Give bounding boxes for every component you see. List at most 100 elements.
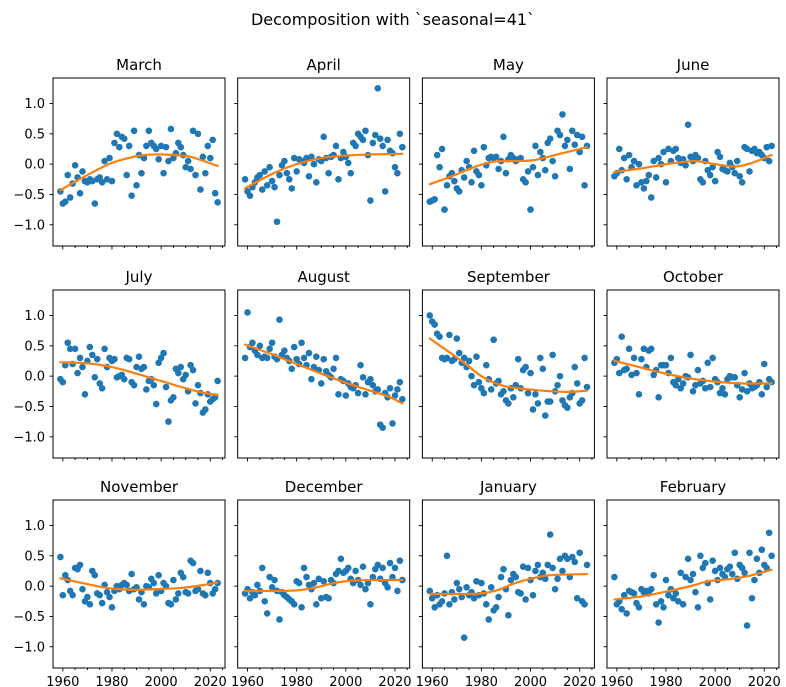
scatter-point <box>751 576 758 584</box>
scatter-point <box>571 558 579 566</box>
scatter-point <box>512 573 520 581</box>
scatter-point <box>544 561 552 569</box>
scatter-point <box>268 584 276 591</box>
scatter-point <box>81 391 89 398</box>
scatter-point <box>106 154 113 162</box>
subplot-june: June <box>603 56 780 250</box>
scatter-point <box>170 394 177 401</box>
scatter-point <box>657 597 665 605</box>
scatter-point <box>310 579 318 587</box>
scatter-point <box>731 374 739 381</box>
scatter-point <box>143 386 150 393</box>
scatter-point <box>116 143 123 151</box>
subplot-january: 1960 1980 2000 2020 January <box>416 478 597 687</box>
scatter-point <box>453 579 461 587</box>
scatter-point <box>549 564 556 572</box>
scatter-point <box>566 165 574 173</box>
scatter-point <box>367 197 374 204</box>
scatter-point <box>455 188 463 195</box>
scatter-point <box>86 601 94 608</box>
scatter-point <box>162 143 170 151</box>
scatter-point <box>332 354 340 362</box>
scatter-point <box>214 377 221 385</box>
scatter-point <box>655 394 662 401</box>
scatter-point <box>482 361 490 369</box>
scatter-point <box>534 561 542 569</box>
scatter-point <box>187 361 194 369</box>
scatter-point <box>709 354 716 362</box>
scatter-point <box>379 564 386 572</box>
scatter-point <box>768 142 775 150</box>
scatter-point <box>650 157 657 165</box>
scatter-point <box>576 549 583 557</box>
scatter-point <box>204 142 212 150</box>
scatter-point <box>108 177 116 185</box>
scatter-point <box>91 571 99 579</box>
scatter-point <box>546 531 554 538</box>
scatter-point <box>157 354 165 362</box>
scatter-point <box>249 339 256 347</box>
scatter-point <box>635 604 643 611</box>
y-tick-label: −1.0 <box>13 430 45 445</box>
scatter-point <box>672 145 680 153</box>
y-tick-label: 0.5 <box>24 339 45 354</box>
scatter-point <box>251 591 259 599</box>
scatter-point <box>261 597 269 605</box>
scatter-point <box>571 141 579 149</box>
scatter-point <box>478 182 485 189</box>
trend-line <box>613 568 773 601</box>
scatter-point <box>502 169 510 177</box>
scatter-point <box>202 169 209 177</box>
y-tick-label: −0.5 <box>13 610 45 625</box>
y-tick-label: −0.5 <box>13 188 45 203</box>
scatter-point <box>130 381 138 389</box>
scatter-point <box>352 567 359 575</box>
scatter-point <box>480 389 488 397</box>
y-tick-label: 0.0 <box>24 580 45 595</box>
scatter-point <box>507 576 515 584</box>
scatter-point <box>573 594 581 602</box>
scatter-point <box>431 195 438 203</box>
scatter-point <box>325 594 332 602</box>
scatter-point <box>123 581 131 589</box>
subplot-title: September <box>467 268 551 286</box>
scatter-point <box>374 561 382 569</box>
scatter-point <box>500 133 507 141</box>
scatter-point <box>436 333 443 341</box>
scatter-point <box>290 601 298 608</box>
scatter-point <box>283 169 291 177</box>
scatter-point <box>310 363 318 371</box>
scatter-point <box>313 353 320 361</box>
scatter-point <box>620 591 628 599</box>
x-tick-label: 2020 <box>748 675 781 687</box>
scatter-point <box>541 166 549 174</box>
x-tick-label: 2000 <box>514 675 547 687</box>
scatter-point <box>150 579 158 587</box>
scatter-point <box>460 174 468 181</box>
x-tick-label: 1980 <box>465 675 498 687</box>
scatter-point <box>655 154 662 162</box>
subplot-title: May <box>493 56 524 74</box>
scatter-point <box>524 389 532 397</box>
scatter-point <box>86 343 94 351</box>
scatter-point <box>635 160 643 168</box>
scatter-point <box>674 597 682 605</box>
scatter-point <box>428 594 436 602</box>
scatter-point <box>310 160 318 168</box>
trend-line <box>243 343 404 405</box>
scatter-point <box>108 604 116 611</box>
scatter-point <box>532 567 539 575</box>
axes-box <box>606 289 780 459</box>
scatter-point <box>389 420 396 427</box>
scatter-point <box>731 549 739 557</box>
x-tick-label: 2000 <box>329 675 362 687</box>
scatter-point <box>534 400 542 407</box>
scatter-point <box>549 351 556 359</box>
subplot-title: March <box>116 56 162 74</box>
scatter-point <box>431 321 438 328</box>
scatter-point <box>687 351 694 359</box>
scatter-point <box>505 400 512 407</box>
scatter-point <box>276 616 283 623</box>
scatter-point <box>194 130 202 138</box>
scatter-point <box>539 569 547 577</box>
